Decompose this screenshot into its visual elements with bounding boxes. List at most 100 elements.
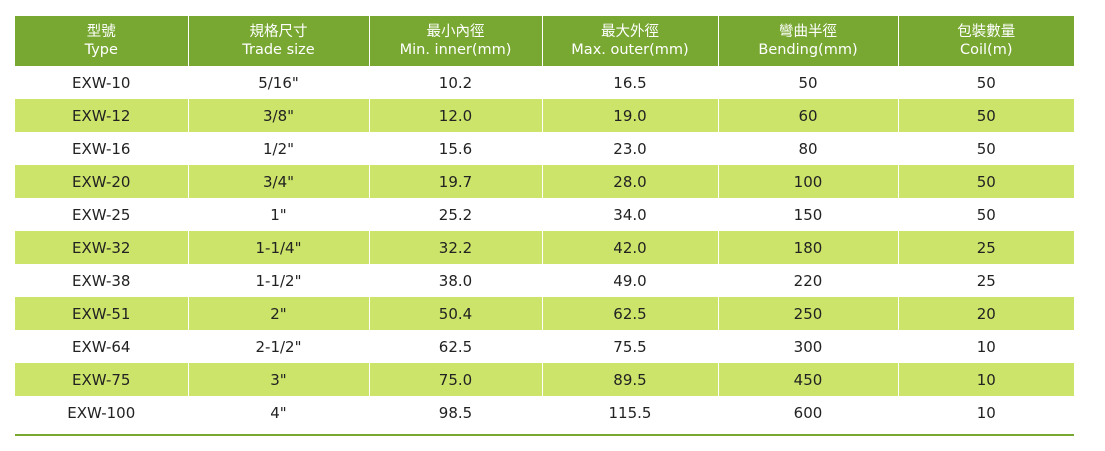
cell-coil: 10 (897, 396, 1074, 429)
cell-bending: 80 (717, 132, 898, 165)
table-row: EXW-25 1" 25.2 34.0 150 50 (15, 198, 1074, 231)
cell-type: EXW-25 (15, 198, 188, 231)
table-row: EXW-32 1-1/4" 32.2 42.0 180 25 (15, 231, 1074, 264)
table-header: 型號 Type 規格尺寸 Trade size 最小內徑 Min. inner(… (15, 16, 1074, 66)
header-row: 型號 Type 規格尺寸 Trade size 最小內徑 Min. inner(… (15, 16, 1074, 66)
cell-trade-size: 5/16" (187, 66, 369, 99)
header-label-zh: 彎曲半徑 (779, 24, 837, 40)
cell-trade-size: 4" (187, 396, 369, 429)
cell-type: EXW-64 (15, 330, 188, 363)
cell-max-outer: 62.5 (541, 297, 718, 330)
table-row: EXW-38 1-1/2" 38.0 49.0 220 25 (15, 264, 1074, 297)
cell-min-inner: 32.2 (368, 231, 542, 264)
cell-type: EXW-10 (15, 66, 188, 99)
table-row: EXW-75 3" 75.0 89.5 450 10 (15, 363, 1074, 396)
cell-max-outer: 34.0 (541, 198, 718, 231)
cell-type: EXW-100 (15, 396, 188, 429)
cell-max-outer: 23.0 (541, 132, 718, 165)
cell-bending: 50 (717, 66, 898, 99)
cell-max-outer: 16.5 (541, 66, 718, 99)
cell-max-outer: 28.0 (541, 165, 718, 198)
cell-trade-size: 1/2" (187, 132, 369, 165)
cell-min-inner: 25.2 (368, 198, 542, 231)
table-row: EXW-16 1/2" 15.6 23.0 80 50 (15, 132, 1074, 165)
cell-min-inner: 19.7 (368, 165, 542, 198)
table-row: EXW-100 4" 98.5 115.5 600 10 (15, 396, 1074, 429)
cell-min-inner: 50.4 (368, 297, 542, 330)
cell-coil: 25 (897, 231, 1074, 264)
cell-trade-size: 3/4" (187, 165, 369, 198)
spec-table: 型號 Type 規格尺寸 Trade size 最小內徑 Min. inner(… (15, 16, 1074, 429)
cell-coil: 10 (897, 363, 1074, 396)
cell-coil: 50 (897, 132, 1074, 165)
header-label-zh: 最大外徑 (601, 24, 659, 40)
header-label-zh: 規格尺寸 (249, 24, 308, 40)
spec-table-container: 型號 Type 規格尺寸 Trade size 最小內徑 Min. inner(… (15, 16, 1074, 436)
table-row: EXW-12 3/8" 12.0 19.0 60 50 (15, 99, 1074, 132)
header-label-zh: 包裝數量 (957, 24, 1016, 40)
cell-min-inner: 12.0 (368, 99, 542, 132)
header-bending: 彎曲半徑 Bending(mm) (717, 16, 898, 66)
cell-bending: 60 (717, 99, 898, 132)
cell-type: EXW-75 (15, 363, 188, 396)
header-label-zh: 最小內徑 (426, 24, 485, 40)
header-label-zh: 型號 (86, 24, 116, 40)
table-row: EXW-64 2-1/2" 62.5 75.5 300 10 (15, 330, 1074, 363)
header-label-en: Trade size (242, 42, 315, 58)
cell-trade-size: 2" (187, 297, 369, 330)
cell-min-inner: 62.5 (368, 330, 542, 363)
header-trade-size: 規格尺寸 Trade size (187, 16, 369, 66)
cell-min-inner: 38.0 (368, 264, 542, 297)
cell-type: EXW-32 (15, 231, 188, 264)
cell-type: EXW-38 (15, 264, 188, 297)
header-min-inner: 最小內徑 Min. inner(mm) (368, 16, 542, 66)
header-coil: 包裝數量 Coil(m) (897, 16, 1074, 66)
cell-max-outer: 42.0 (541, 231, 718, 264)
cell-bending: 300 (717, 330, 898, 363)
table-row: EXW-10 5/16" 10.2 16.5 50 50 (15, 66, 1074, 99)
header-label-en: Max. outer(mm) (571, 42, 689, 58)
cell-type: EXW-12 (15, 99, 188, 132)
cell-trade-size: 1-1/2" (187, 264, 369, 297)
cell-type: EXW-51 (15, 297, 188, 330)
cell-coil: 20 (897, 297, 1074, 330)
cell-coil: 50 (897, 198, 1074, 231)
table-body: EXW-10 5/16" 10.2 16.5 50 50 EXW-12 3/8"… (15, 66, 1074, 429)
cell-bending: 180 (717, 231, 898, 264)
bottom-divider (15, 434, 1074, 436)
header-label-en: Min. inner(mm) (399, 42, 512, 58)
cell-trade-size: 1" (187, 198, 369, 231)
cell-bending: 450 (717, 363, 898, 396)
table-row: EXW-51 2" 50.4 62.5 250 20 (15, 297, 1074, 330)
cell-max-outer: 75.5 (541, 330, 718, 363)
cell-type: EXW-16 (15, 132, 188, 165)
header-label-en: Bending(mm) (758, 42, 858, 58)
cell-coil: 10 (897, 330, 1074, 363)
cell-min-inner: 75.0 (368, 363, 542, 396)
cell-bending: 220 (717, 264, 898, 297)
cell-coil: 50 (897, 99, 1074, 132)
cell-bending: 100 (717, 165, 898, 198)
cell-max-outer: 115.5 (541, 396, 718, 429)
header-type: 型號 Type (15, 16, 188, 66)
header-label-en: Coil(m) (960, 42, 1013, 58)
cell-trade-size: 2-1/2" (187, 330, 369, 363)
cell-min-inner: 10.2 (368, 66, 542, 99)
cell-min-inner: 98.5 (368, 396, 542, 429)
table-row: EXW-20 3/4" 19.7 28.0 100 50 (15, 165, 1074, 198)
header-max-outer: 最大外徑 Max. outer(mm) (541, 16, 718, 66)
cell-coil: 25 (897, 264, 1074, 297)
cell-trade-size: 3/8" (187, 99, 369, 132)
cell-coil: 50 (897, 165, 1074, 198)
cell-max-outer: 89.5 (541, 363, 718, 396)
cell-max-outer: 19.0 (541, 99, 718, 132)
header-label-en: Type (84, 42, 118, 58)
cell-bending: 150 (717, 198, 898, 231)
cell-trade-size: 1-1/4" (187, 231, 369, 264)
cell-bending: 250 (717, 297, 898, 330)
cell-type: EXW-20 (15, 165, 188, 198)
cell-coil: 50 (897, 66, 1074, 99)
cell-min-inner: 15.6 (368, 132, 542, 165)
cell-bending: 600 (717, 396, 898, 429)
cell-max-outer: 49.0 (541, 264, 718, 297)
